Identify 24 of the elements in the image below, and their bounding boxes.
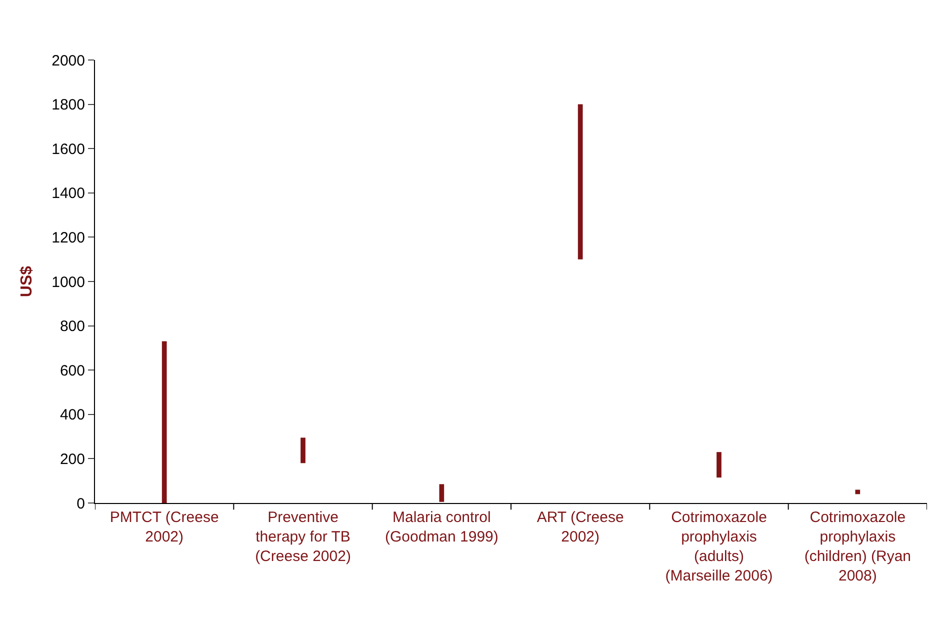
bar: [578, 104, 583, 260]
bar: [716, 452, 722, 478]
x-tick-label: Preventive therapy for TB (Creese 2002): [255, 509, 351, 565]
y-tick-label: 400: [60, 406, 85, 424]
y-tick-label: 600: [60, 362, 85, 380]
x-tick-label: Cotrimoxazole prophylaxis (adults) (Marseille 2006): [665, 509, 773, 584]
x-tick-label: ART (Creese 2002): [536, 509, 624, 546]
y-tick-label: 0: [76, 495, 85, 512]
x-tick-label: PMTCT (Creese 2002): [110, 509, 219, 546]
x-tick-label: Cotrimoxazole prophylaxis (children) (Ryan 2008): [804, 509, 912, 584]
y-tick-label: 1800: [52, 96, 85, 114]
y-tick-label: 200: [60, 450, 85, 468]
y-tick-label: 1200: [52, 229, 85, 246]
bar: [855, 490, 860, 494]
y-tick-label: 1400: [52, 185, 85, 202]
bar: [300, 438, 306, 464]
y-tick-label: 800: [60, 318, 85, 336]
x-tick-label: Malaria control (Goodman 1999): [384, 509, 498, 546]
y-tick-label: 2000: [52, 52, 85, 70]
bar: [162, 341, 167, 503]
y-axis-title: US$: [18, 266, 36, 298]
bar: [439, 484, 444, 502]
y-tick-label: 1000: [52, 274, 85, 291]
y-tick-label: 1600: [52, 140, 85, 158]
